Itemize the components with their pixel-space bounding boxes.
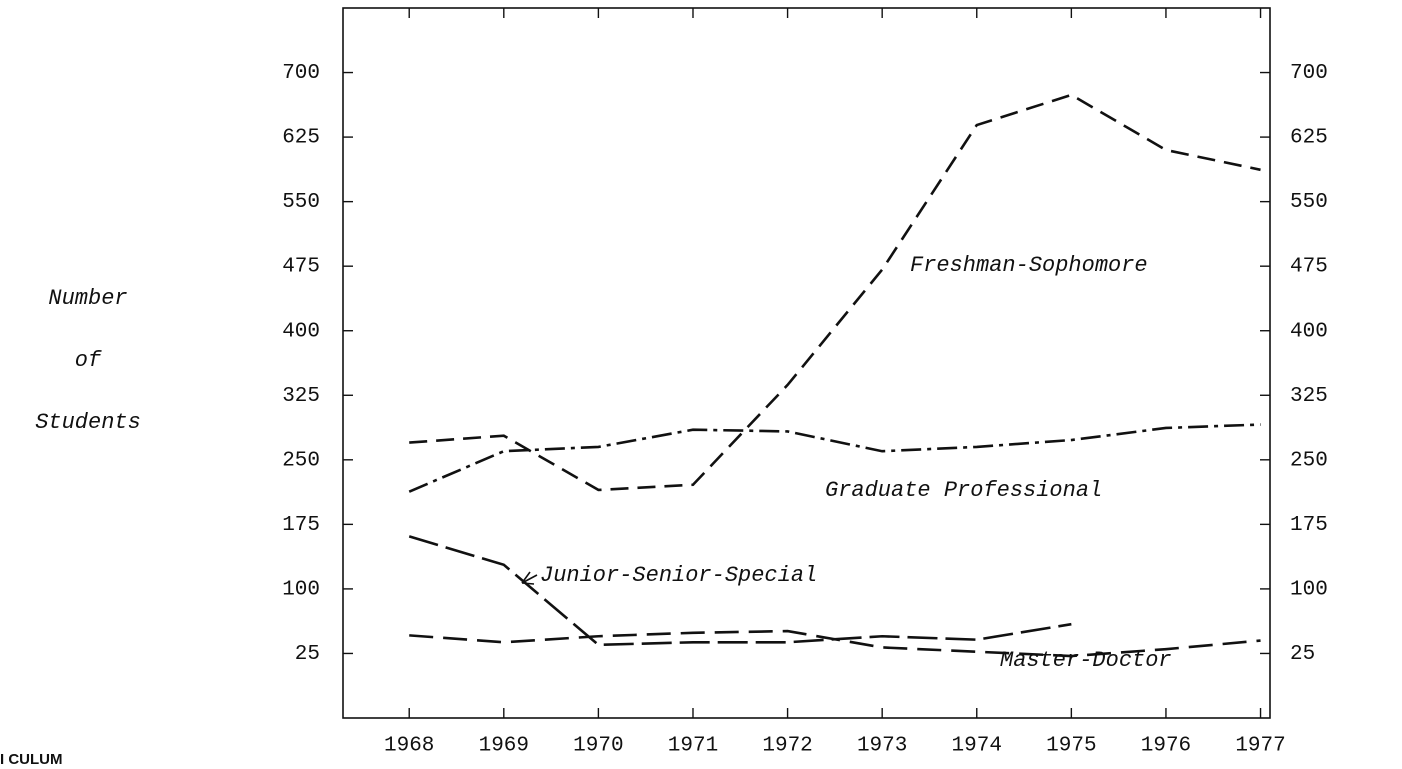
y2-tick-label: 550 xyxy=(1290,191,1328,214)
y2-tick-label: 100 xyxy=(1290,578,1328,601)
series-line xyxy=(409,93,1261,492)
y2-tick-label: 700 xyxy=(1290,62,1328,85)
x-tick-label: 1975 xyxy=(1046,735,1096,758)
y2-tick-label: 400 xyxy=(1290,320,1328,343)
x-tick-label: 1971 xyxy=(668,735,718,758)
y2-tick-label: 175 xyxy=(1290,514,1328,537)
cropped-text: I CULUM xyxy=(0,751,63,768)
y-tick-label: 550 xyxy=(282,191,320,214)
y-tick-label: 325 xyxy=(282,385,320,408)
series-label: Master-Doctor xyxy=(1000,648,1172,673)
x-tick-label: 1968 xyxy=(384,735,434,758)
y-tick-label: 475 xyxy=(282,256,320,279)
y-tick-label: 25 xyxy=(295,643,320,666)
y-axis-label: Students xyxy=(35,410,141,435)
y2-tick-label: 25 xyxy=(1290,643,1315,666)
series-label: Graduate Professional xyxy=(825,478,1102,503)
y-tick-label: 700 xyxy=(282,62,320,85)
x-tick-label: 1976 xyxy=(1141,735,1191,758)
y-tick-label: 400 xyxy=(282,320,320,343)
y-tick-label: 625 xyxy=(282,127,320,150)
label-arrow xyxy=(521,571,538,585)
y-axis-label: of xyxy=(75,348,102,373)
x-tick-label: 1974 xyxy=(952,735,1002,758)
x-tick-label: 1970 xyxy=(573,735,623,758)
x-tick-label: 1969 xyxy=(479,735,529,758)
y2-tick-label: 625 xyxy=(1290,127,1328,150)
y2-tick-label: 325 xyxy=(1290,385,1328,408)
x-tick-label: 1977 xyxy=(1235,735,1285,758)
x-tick-label: 1972 xyxy=(762,735,812,758)
series-line xyxy=(408,535,1072,647)
series-line xyxy=(409,629,1261,658)
series-line xyxy=(408,423,1261,493)
y2-tick-label: 475 xyxy=(1290,256,1328,279)
series-label: Junior-Senior-Special xyxy=(540,563,817,588)
y-tick-label: 100 xyxy=(282,578,320,601)
series-label: Freshman-Sophomore xyxy=(910,253,1148,278)
x-tick-label: 1973 xyxy=(857,735,907,758)
y2-tick-label: 250 xyxy=(1290,449,1328,472)
y-tick-label: 175 xyxy=(282,514,320,537)
plot-frame xyxy=(342,7,1271,719)
y-tick-label: 250 xyxy=(282,449,320,472)
y-axis-label: Number xyxy=(48,286,127,311)
